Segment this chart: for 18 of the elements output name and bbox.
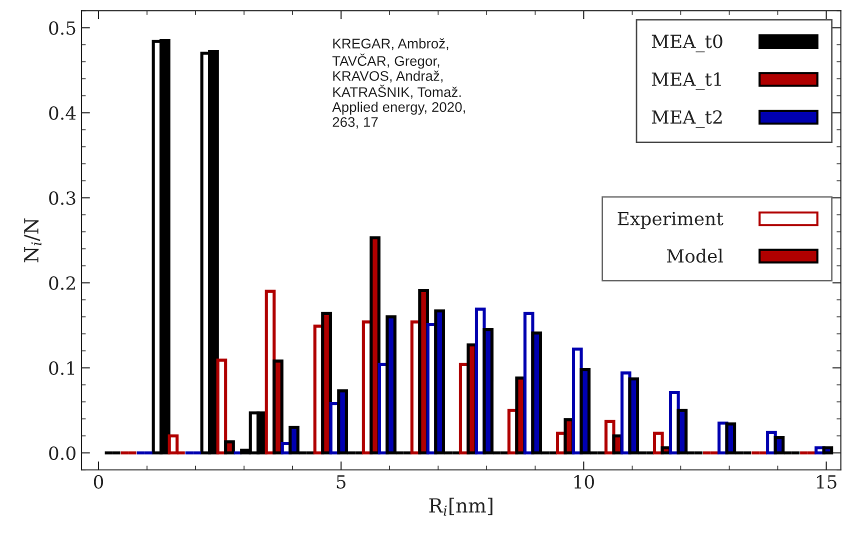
y-tick-label: 0.4 <box>49 106 76 120</box>
annotation: Experiment <box>618 212 724 229</box>
y-tick-label: 0.0 <box>49 446 76 460</box>
x-tick-label: 0 <box>94 475 104 489</box>
legend-label: MEA_t2 <box>652 110 722 128</box>
annotation: Model <box>667 248 723 263</box>
y-tick-label: 0.2 <box>49 276 75 290</box>
y-tick-label: 0.5 <box>49 21 76 35</box>
y-tick-label: 0.1 <box>49 361 74 375</box>
legend-label: MEA_t0 <box>652 34 722 52</box>
legend-label: MEA_t1 <box>652 72 721 90</box>
annotation: KREGAR, Ambrož, TAVČAR, Gregor, KRAVOS, Andraž, KATRAŠNIK, Tomaž. Applied energy, 2020, 263, 17 <box>332 38 465 129</box>
x-axis-title: R$_{i}$[nm] <box>429 498 492 516</box>
y-tick-label: 0.3 <box>49 191 76 205</box>
x-tick-label: 15 <box>817 475 836 489</box>
y-axis-title: N$_{i}$/N <box>24 218 42 262</box>
x-tick-label: 5 <box>336 475 346 489</box>
x-tick-label: 10 <box>574 475 594 489</box>
